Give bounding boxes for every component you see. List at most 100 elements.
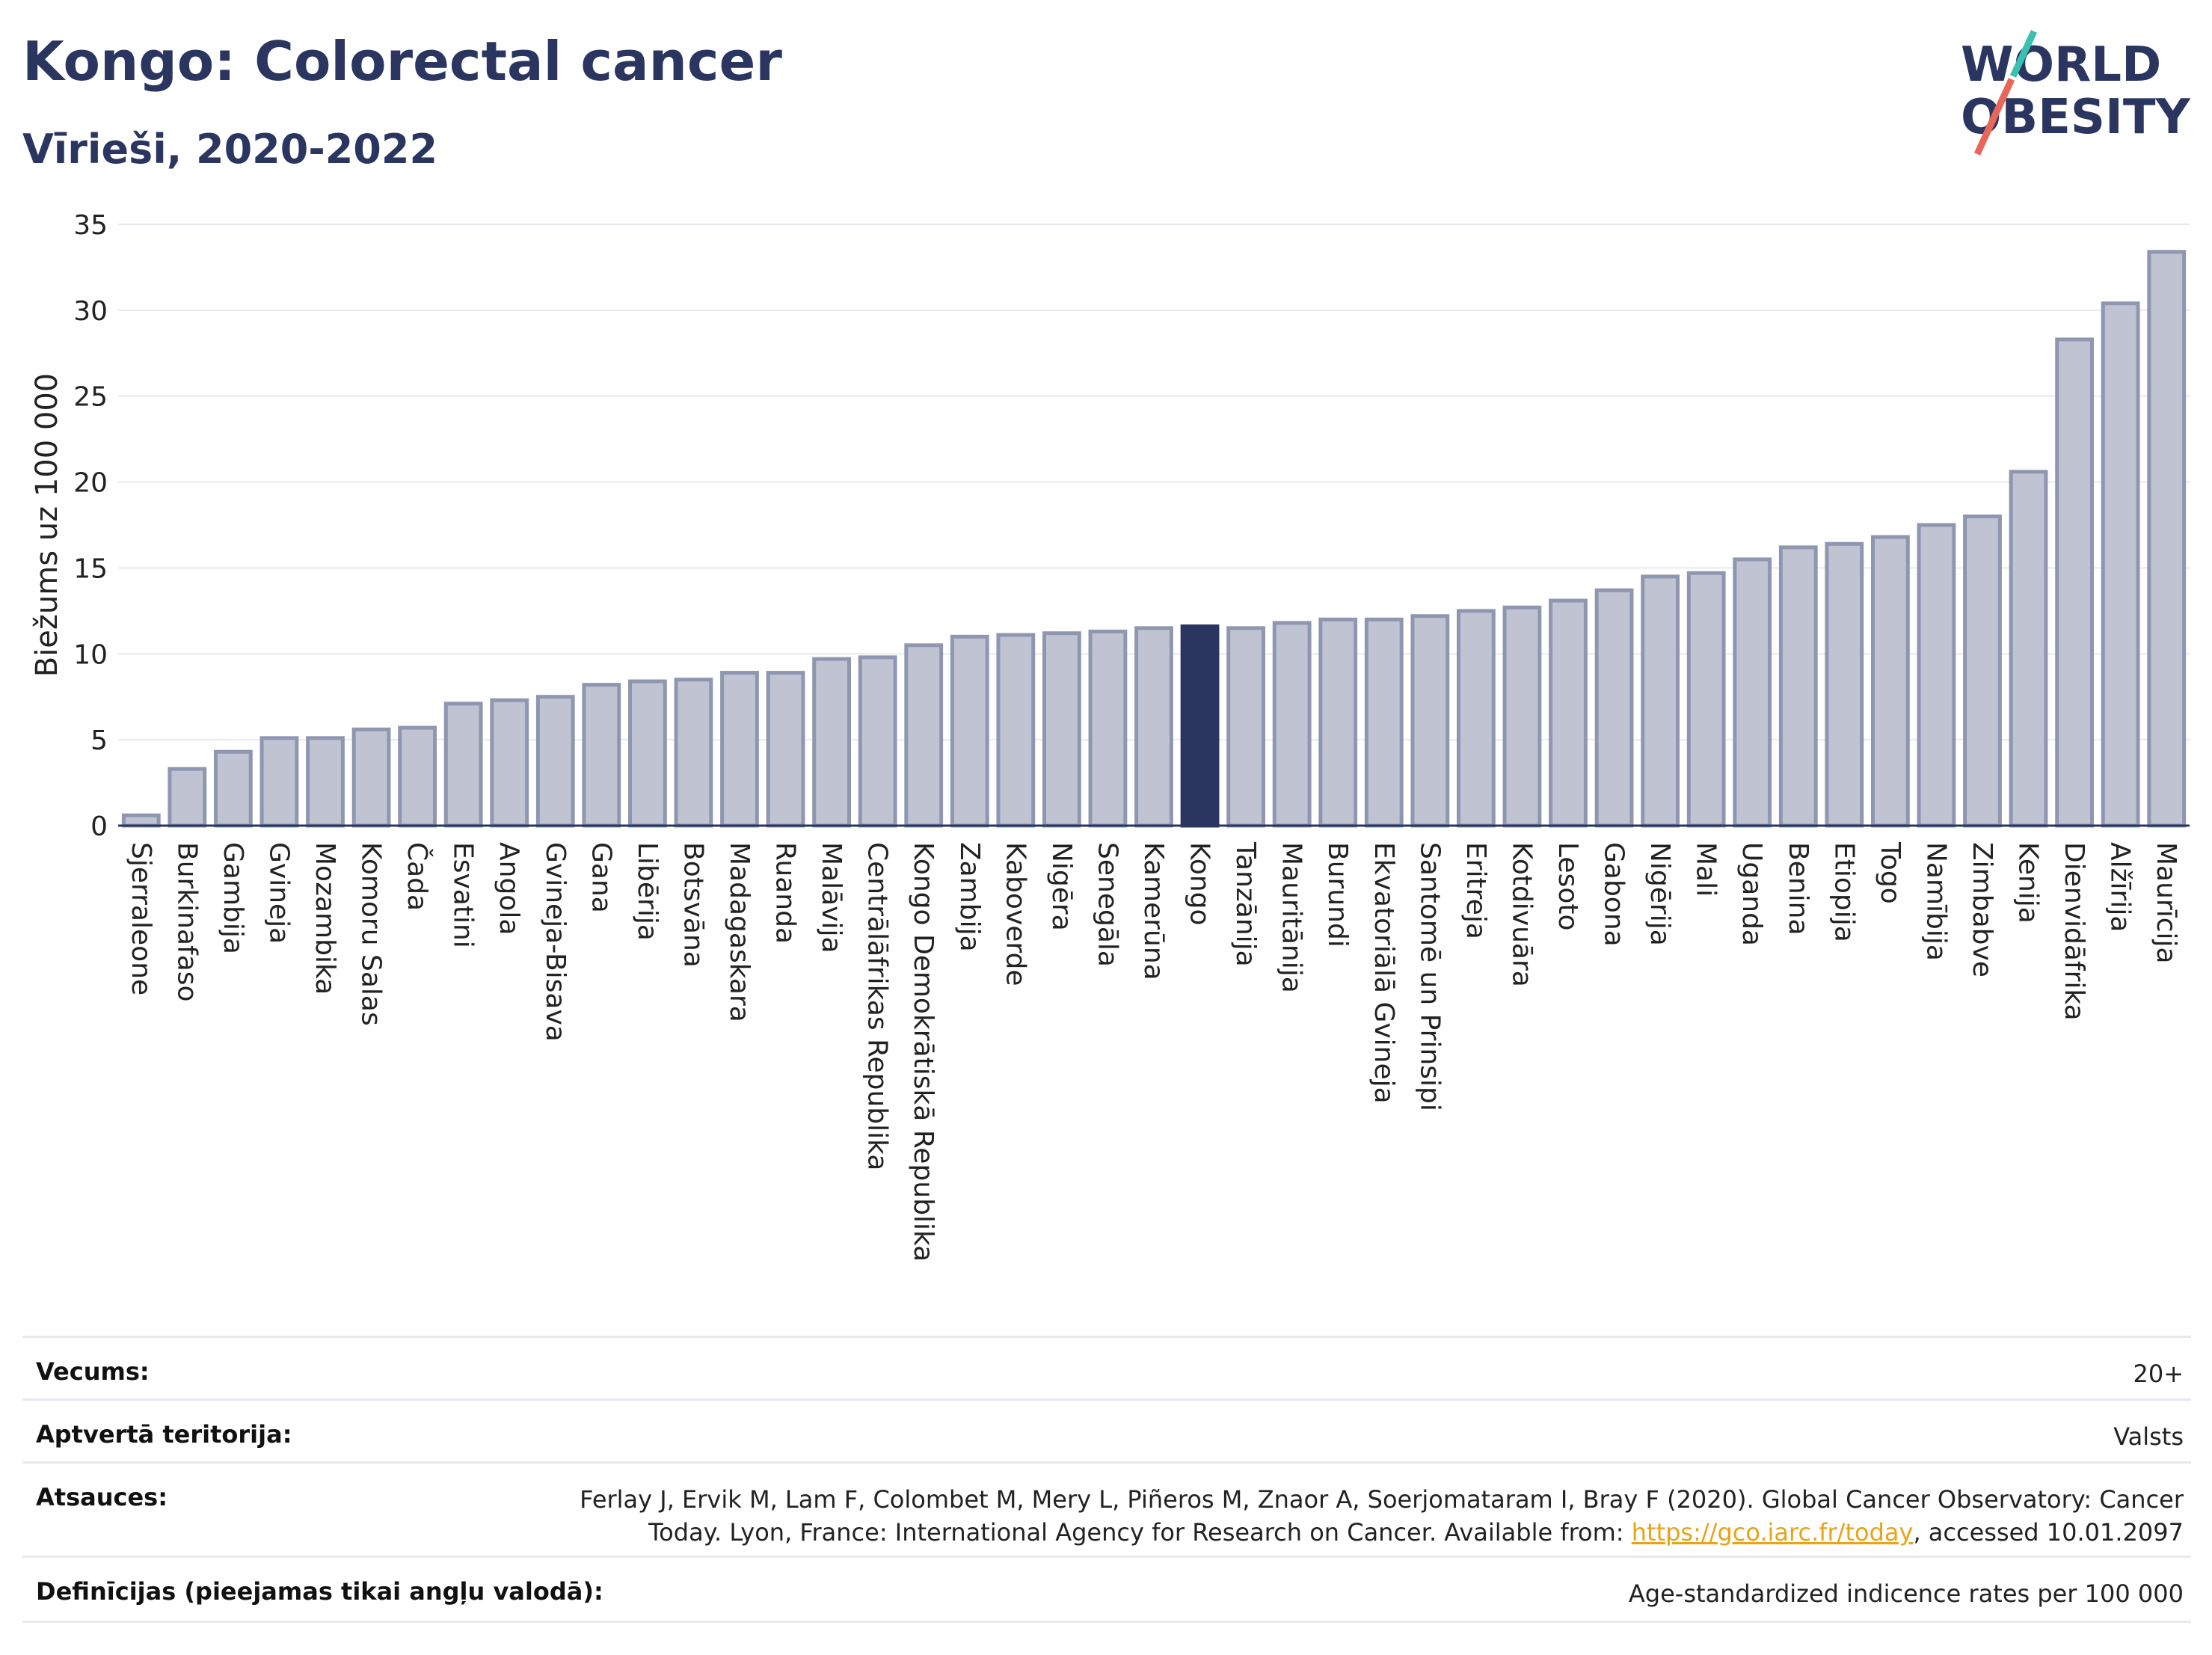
logo-slash-coral <box>1973 78 2015 156</box>
reference-text: Today. Lyon, France: International Agenc… <box>648 1518 1632 1547</box>
x-tick-label: Mozambika <box>310 842 340 995</box>
bar <box>490 698 529 828</box>
bar-chart: 0 5 10 15 20 25 30 35 Biežums uz 100 000 Sjerrale… <box>30 210 2190 1262</box>
meta-value: 20+ <box>2133 1360 2184 1388</box>
bar <box>1042 631 1081 828</box>
bar <box>1778 545 1818 828</box>
bar <box>168 767 207 828</box>
bar <box>1180 624 1220 828</box>
meta-label: Atsauces: <box>36 1483 168 1511</box>
x-tick-label: Madagaskara <box>724 842 755 1022</box>
bar <box>1502 605 1542 828</box>
x-tick-label: Kaboverde <box>1000 842 1030 986</box>
y-tick-label: 35 <box>73 210 108 241</box>
bar <box>1733 557 1772 828</box>
logo-word-world: WORLD <box>1961 37 2161 93</box>
bar <box>627 679 667 828</box>
x-tick-label: Gvineja-Bisava <box>540 842 571 1042</box>
x-tick-label: Centrālāfrikas Republika <box>862 842 893 1170</box>
x-tick-label: Senegāla <box>1092 842 1122 967</box>
bar <box>720 671 759 828</box>
x-tick-label: Alžīrija <box>2105 842 2136 932</box>
bar <box>766 671 805 828</box>
page-title: Kongo: Colorectal cancer <box>22 30 782 93</box>
reference-link[interactable]: https://gco.iarc.fr/today <box>1631 1518 1914 1547</box>
bar <box>306 736 345 828</box>
bar <box>259 736 299 828</box>
bar <box>1088 629 1128 828</box>
bar <box>1641 574 1680 828</box>
x-tick-label: Gabona <box>1599 842 1629 947</box>
bar <box>674 678 713 828</box>
x-tick-label: Etiopija <box>1828 842 1859 942</box>
meta-row-definitions: Definīcijas (pieejamas tikai angļu valod… <box>22 1556 2191 1623</box>
meta-row-age: Vecums: 20+ <box>22 1336 2191 1401</box>
y-tick-label: 30 <box>73 296 108 327</box>
x-tick-label: Lesoto <box>1552 842 1583 931</box>
y-tick-label: 0 <box>90 811 108 842</box>
x-tick-label: Botsvāna <box>678 842 708 968</box>
x-tick-label: Libērija <box>632 842 663 941</box>
x-tick-label: Nigēra <box>1046 842 1077 931</box>
bar <box>1272 621 1312 828</box>
bar <box>996 633 1036 828</box>
page-subtitle: Vīrieši, 2020-2022 <box>22 126 438 173</box>
bar <box>351 727 391 828</box>
y-axis-label: Biežums uz 100 000 <box>30 373 64 678</box>
bar <box>2009 470 2048 828</box>
bar <box>1226 626 1266 828</box>
x-tick-label: Eritreja <box>1460 842 1491 939</box>
meta-value: Valsts <box>2113 1422 2184 1451</box>
reference-line-1: Ferlay J, Ervik M, Lam F, Colombet M, Me… <box>580 1485 2184 1514</box>
bar <box>1870 535 1910 828</box>
bar <box>1963 515 2002 828</box>
y-tick-label: 10 <box>73 639 108 670</box>
x-tick-label: Uganda <box>1736 842 1767 946</box>
x-tick-label: Kongo <box>1185 842 1215 926</box>
x-tick-label: Angola <box>494 842 524 935</box>
x-tick-label: Mauritānija <box>1276 842 1307 993</box>
bar <box>121 813 161 828</box>
x-tick-label: Malāvija <box>816 842 847 954</box>
bar <box>443 701 483 828</box>
x-tick-label: Benina <box>1783 842 1813 936</box>
y-tick-label: 25 <box>73 382 108 413</box>
bar <box>1549 598 1588 828</box>
x-tick-label: Ruanda <box>770 842 801 944</box>
x-tick-label: Kenija <box>2013 842 2044 924</box>
logo-slash-teal <box>2009 30 2038 78</box>
x-tick-label: Sjerraleone <box>126 842 156 995</box>
bar <box>950 634 989 828</box>
meta-label: Aptvertā teritorija: <box>36 1420 292 1449</box>
meta-row-territory: Aptvertā teritorija: Valsts <box>22 1398 2191 1464</box>
x-tick-label: Esvatini <box>448 842 479 948</box>
bar <box>398 725 437 828</box>
x-tick-label: Maurīcija <box>2151 842 2181 964</box>
bar <box>2101 301 2140 828</box>
world-obesity-logo: WORLD OBESITY <box>1961 30 2190 156</box>
meta-row-references: Atsauces: Ferlay J, Ervik M, Lam F, Colo… <box>22 1461 2191 1558</box>
bar <box>1917 523 1956 828</box>
bar <box>1318 617 1358 828</box>
bar <box>1134 626 1173 828</box>
meta-value: Ferlay J, Ervik M, Lam F, Colombet M, Me… <box>580 1483 2184 1549</box>
x-tick-label: Ekvatoriālā Gvineja <box>1368 842 1399 1104</box>
x-tick-label: Burkinafaso <box>171 842 202 1002</box>
bar <box>1825 541 1864 828</box>
x-tick-label: Togo <box>1875 841 1905 904</box>
x-tick-label: Nigērija <box>1644 842 1675 946</box>
reference-line-2: Today. Lyon, France: International Agenc… <box>580 1516 2184 1549</box>
x-tick-label: Komoru Salas <box>356 842 387 1026</box>
x-tick-label: Burundi <box>1322 842 1353 948</box>
bar <box>1594 588 1634 828</box>
x-tick-label: Zimbabve <box>1967 842 1997 977</box>
x-tick-label: Kamerūna <box>1138 842 1169 980</box>
x-tick-label: Čada <box>402 842 433 911</box>
x-tick-label: Zambija <box>954 842 985 952</box>
y-tick-label: 20 <box>73 468 108 499</box>
x-tick-label: Gana <box>586 842 616 913</box>
bar <box>213 749 253 828</box>
x-tick-label: Gambija <box>218 842 248 954</box>
bar <box>535 695 575 828</box>
bar <box>2147 250 2187 828</box>
